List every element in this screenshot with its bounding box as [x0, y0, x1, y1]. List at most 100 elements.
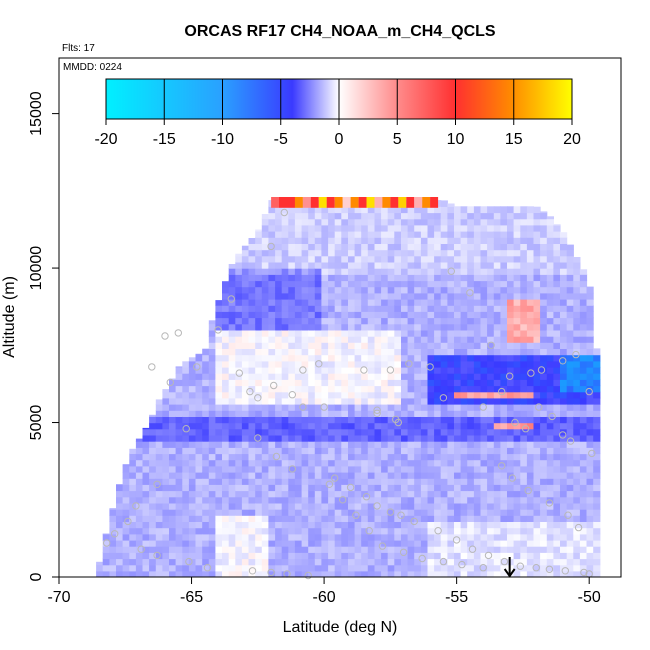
heat-cell: [348, 237, 356, 244]
heat-cell: [586, 515, 594, 522]
heat-cell: [162, 527, 170, 535]
heat-cell: [546, 434, 554, 442]
heat-cell: [215, 422, 223, 430]
heat-cell: [467, 305, 475, 312]
heat-cell: [546, 224, 554, 232]
heat-cell: [394, 366, 402, 374]
heat-cell: [294, 490, 303, 498]
heat-cell: [493, 397, 501, 405]
x-tick-label: -65: [180, 589, 203, 606]
heat-cell: [401, 261, 409, 269]
heat-cell: [202, 509, 210, 516]
heat-cell: [169, 416, 177, 424]
heat-cell: [374, 484, 382, 492]
heat-cell: [255, 404, 263, 411]
heat-cell: [566, 484, 574, 492]
heat-cell: [414, 570, 422, 577]
heat-cell: [268, 268, 276, 275]
heat-cell: [480, 231, 488, 238]
heat-cell: [440, 465, 448, 473]
heat-cell: [387, 348, 395, 356]
heat-cell: [553, 546, 561, 553]
heat-cell: [401, 509, 409, 516]
heat-cell: [414, 564, 422, 572]
heat-cell: [228, 268, 236, 275]
heat-cell: [407, 348, 415, 356]
heat-cell: [175, 441, 183, 448]
heat-cell: [440, 453, 448, 461]
heat-cell: [241, 311, 250, 319]
heat-cell: [473, 366, 482, 374]
heat-cell: [367, 274, 375, 282]
heat-cell: [546, 348, 554, 356]
heat-cell: [129, 564, 137, 572]
heat-cell: [321, 206, 329, 214]
heat-cell: [546, 552, 554, 560]
heat-cell: [116, 509, 124, 516]
heat-cell: [175, 422, 183, 430]
heat-cell: [222, 292, 230, 300]
heat-cell: [586, 521, 594, 529]
heat-cell: [381, 360, 389, 368]
heat-cell: [579, 539, 588, 547]
heat-cell: [208, 509, 216, 516]
heat-cell: [188, 546, 197, 553]
heat-cell: [328, 280, 336, 288]
heat-cell: [328, 311, 336, 319]
heat-cell: [387, 465, 395, 473]
heat-cell: [401, 299, 409, 306]
heat-cell: [487, 305, 495, 312]
heat-cell: [361, 249, 369, 257]
heat-cell: [566, 336, 574, 343]
heat-cell: [261, 329, 269, 337]
heat-cell: [281, 490, 289, 498]
heat-cell: [447, 212, 455, 220]
heat-cell: [321, 397, 329, 405]
sample-point: [580, 568, 588, 577]
heat-cell: [288, 552, 296, 560]
heat-cell: [533, 342, 541, 349]
heat-cell: [526, 502, 535, 510]
heat-cell: [255, 521, 263, 529]
heat-cell: [135, 438, 144, 442]
heat-cell: [407, 509, 415, 516]
heat-cell: [440, 206, 448, 214]
heat-cell: [361, 478, 369, 485]
heat-cell: [334, 373, 342, 380]
heat-cell: [268, 564, 276, 572]
heat-cell: [473, 311, 482, 319]
heat-cell: [480, 366, 488, 374]
heat-cell: [188, 472, 197, 479]
heat-cell: [414, 342, 422, 349]
heat-cell: [261, 323, 269, 331]
heat-cell: [334, 286, 342, 294]
heat-cell: [434, 552, 442, 560]
heat-cell: [513, 453, 521, 461]
heat-cell: [487, 478, 495, 485]
heat-cell: [586, 311, 594, 319]
heat-cell: [579, 447, 588, 455]
heat-cell: [381, 255, 389, 263]
heat-cell: [275, 286, 283, 294]
heat-cell: [447, 329, 455, 337]
heat-cell: [507, 527, 515, 535]
heat-cell: [427, 243, 435, 251]
heat-cell: [188, 459, 197, 467]
heat-cell: [533, 428, 541, 436]
heat-cell: [142, 496, 150, 504]
heat-cell: [440, 570, 448, 577]
heat-cell: [454, 280, 462, 288]
heat-cell: [540, 366, 548, 374]
heat-cell: [420, 509, 429, 516]
heat-cell: [440, 416, 448, 424]
heat-cell: [182, 478, 190, 485]
heat-cell: [381, 496, 389, 504]
heat-cell: [454, 515, 462, 522]
heat-cell: [374, 366, 382, 374]
heat-cell: [394, 434, 402, 442]
heat-cell: [334, 546, 342, 553]
heat-cell: [546, 564, 554, 572]
heat-cell: [374, 416, 382, 424]
heat-cell: [460, 249, 468, 257]
heat-cell: [261, 379, 269, 387]
